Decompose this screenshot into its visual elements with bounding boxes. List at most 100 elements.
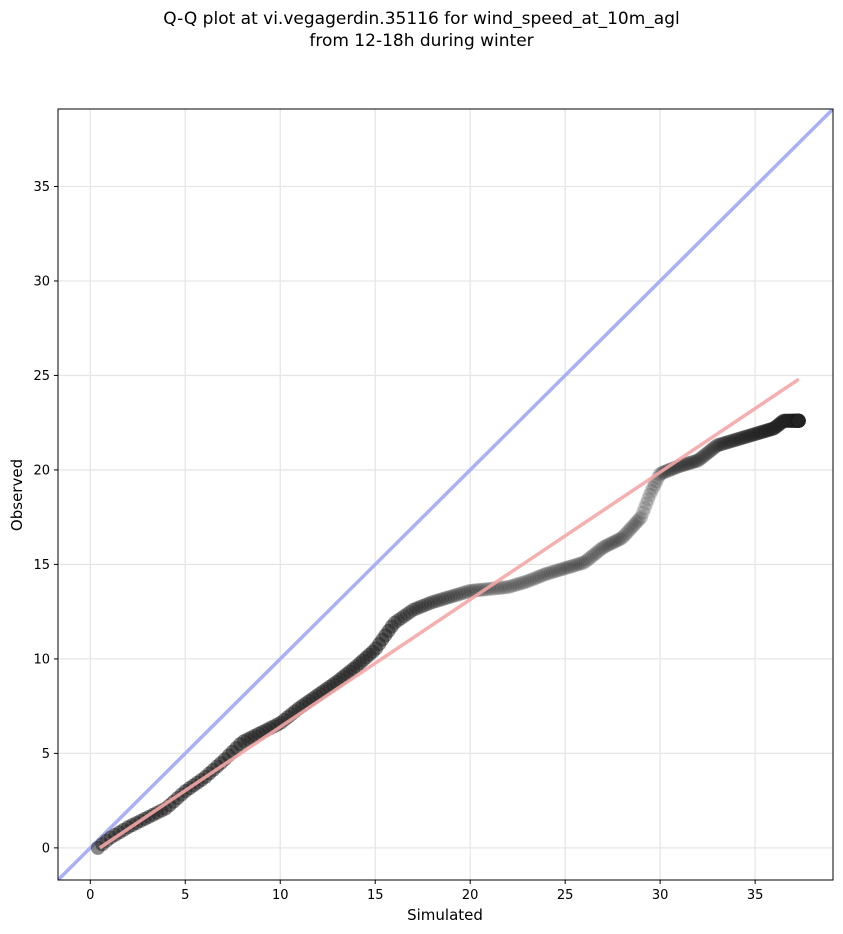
chart-title-line-1: Q-Q plot at vi.vegagerdin.35116 for wind… <box>163 9 680 29</box>
quantile-point <box>789 413 804 428</box>
quantile-point <box>791 413 806 428</box>
quantile-point <box>766 421 781 436</box>
quantile-point <box>765 421 780 436</box>
quantile-point <box>763 422 778 437</box>
quantile-point <box>775 414 790 429</box>
quantile-point <box>768 420 783 435</box>
quantile-point <box>789 413 804 428</box>
quantile-point <box>782 413 797 428</box>
quantile-point <box>791 413 806 428</box>
quantile-point <box>774 415 789 430</box>
quantile-point <box>791 413 806 428</box>
quantile-point <box>637 501 652 516</box>
quantile-point <box>406 602 421 617</box>
quantile-point <box>729 432 744 447</box>
quantile-point <box>559 560 574 575</box>
quantile-point <box>737 430 752 445</box>
quantile-point <box>755 424 770 439</box>
quantile-point <box>552 562 567 577</box>
quantile-point <box>764 422 779 437</box>
quantile-point <box>515 575 530 590</box>
quantile-point <box>409 601 424 616</box>
quantile-point <box>791 413 806 428</box>
quantile-point <box>773 416 788 431</box>
quantile-point <box>788 413 803 428</box>
y-tick-label: 15 <box>33 558 50 573</box>
quantile-point <box>492 580 507 595</box>
quantile-point <box>785 413 800 428</box>
quantile-point <box>561 560 576 575</box>
quantile-point <box>606 535 621 550</box>
quantile-point <box>704 442 719 457</box>
quantile-point <box>787 413 802 428</box>
quantile-point <box>728 432 743 447</box>
quantile-point <box>429 593 444 608</box>
quantile-point <box>449 587 464 602</box>
quantile-point <box>749 426 764 441</box>
quantile-point <box>570 557 585 572</box>
quantile-point <box>534 568 549 583</box>
quantile-point <box>789 413 804 428</box>
quantile-point <box>686 454 701 469</box>
quantile-point <box>582 550 597 565</box>
quantile-point <box>781 413 796 428</box>
quantile-point <box>786 413 801 428</box>
quantile-point <box>618 527 633 542</box>
quantile-point <box>710 438 725 453</box>
quantile-point <box>778 413 793 428</box>
y-tick-label: 25 <box>33 369 50 384</box>
quantile-point <box>580 552 595 567</box>
quantile-point <box>630 513 645 528</box>
quantile-point <box>753 425 768 440</box>
quantile-point <box>789 413 804 428</box>
quantile-point <box>785 413 800 428</box>
quantile-point <box>563 559 578 574</box>
quantile-point <box>791 413 806 428</box>
quantile-point <box>747 427 762 442</box>
quantile-point <box>785 413 800 428</box>
quantile-point <box>720 435 735 450</box>
quantile-point <box>520 574 535 589</box>
quantile-point <box>786 413 801 428</box>
quantile-point <box>790 413 805 428</box>
quantile-point <box>529 570 544 585</box>
x-tick-label: 15 <box>367 888 384 903</box>
quantile-point <box>790 413 805 428</box>
quantile-point <box>734 431 749 446</box>
quantile-point <box>790 413 805 428</box>
quantile-point <box>791 413 806 428</box>
quantile-point <box>727 433 742 448</box>
quantile-point <box>725 433 740 448</box>
quantile-point <box>732 431 747 446</box>
quantile-point <box>782 413 797 428</box>
quantile-point <box>786 413 801 428</box>
chart-title: Q-Q plot at vi.vegagerdin.35116 for wind… <box>0 8 843 52</box>
quantile-point <box>776 413 791 428</box>
quantile-point <box>495 580 510 595</box>
x-tick-label: 0 <box>86 888 94 903</box>
quantile-point <box>683 455 698 470</box>
quantile-point <box>764 422 779 437</box>
quantile-point <box>463 583 478 598</box>
quantile-point <box>593 542 608 557</box>
quantile-point <box>426 594 441 609</box>
quantile-point <box>790 413 805 428</box>
quantile-point <box>610 533 625 548</box>
quantile-point <box>789 413 804 428</box>
quantile-point <box>787 413 802 428</box>
quantile-point <box>619 525 634 540</box>
quantile-point <box>772 416 787 431</box>
quantile-point <box>679 456 694 471</box>
quantile-point <box>444 589 459 604</box>
quantile-point <box>765 421 780 436</box>
x-tick-label: 25 <box>557 888 574 903</box>
quantile-point <box>724 434 739 449</box>
quantile-point <box>791 413 806 428</box>
quantile-point <box>771 417 786 432</box>
quantile-point <box>790 413 805 428</box>
quantile-point <box>689 454 704 469</box>
quantile-point <box>572 556 587 571</box>
quantile-point <box>772 417 787 432</box>
quantile-point <box>612 532 627 547</box>
quantile-point <box>791 413 806 428</box>
